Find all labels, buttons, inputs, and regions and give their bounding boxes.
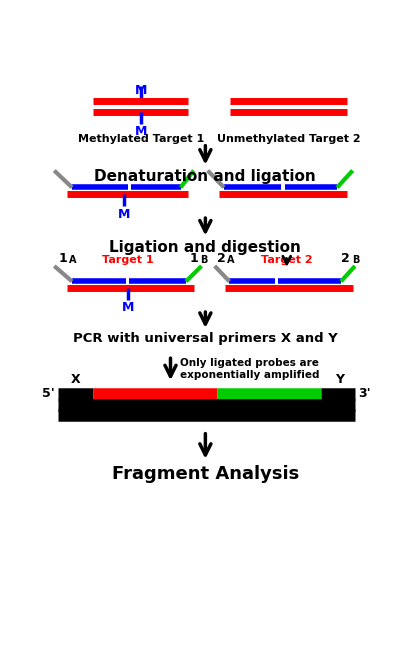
Text: 2: 2 — [216, 252, 225, 265]
Text: Ligation and digestion: Ligation and digestion — [110, 240, 301, 255]
Text: M: M — [135, 84, 147, 98]
Text: B: B — [200, 255, 207, 265]
Text: A: A — [227, 255, 235, 265]
Text: Methylated Target 1: Methylated Target 1 — [77, 134, 204, 144]
Text: 3': 3' — [358, 387, 371, 400]
Text: B: B — [352, 255, 359, 265]
Text: M: M — [122, 301, 134, 315]
Text: 1: 1 — [58, 252, 67, 265]
Text: 1: 1 — [189, 252, 198, 265]
Text: Target 1: Target 1 — [102, 255, 154, 265]
Text: Unmethylated Target 2: Unmethylated Target 2 — [217, 134, 361, 144]
Text: 5': 5' — [42, 387, 55, 400]
Text: A: A — [69, 255, 77, 265]
Text: Target 2: Target 2 — [261, 255, 313, 265]
Text: 2: 2 — [341, 252, 350, 265]
Text: M: M — [118, 207, 130, 220]
Text: Y: Y — [335, 373, 344, 386]
Text: X: X — [71, 373, 80, 386]
Text: M: M — [135, 125, 147, 138]
Text: PCR with universal primers X and Y: PCR with universal primers X and Y — [73, 332, 338, 345]
Text: Denaturation and ligation: Denaturation and ligation — [94, 169, 316, 184]
Text: Fragment Analysis: Fragment Analysis — [112, 465, 299, 483]
Text: Only ligated probes are
exponentially amplified: Only ligated probes are exponentially am… — [180, 359, 319, 380]
